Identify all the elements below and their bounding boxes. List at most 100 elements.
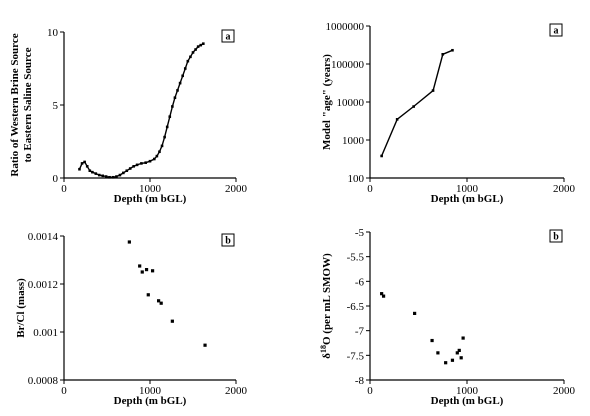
y-axis-title: Model "age" (years) xyxy=(321,54,333,150)
data-point xyxy=(178,81,182,85)
data-point xyxy=(430,338,434,343)
data-point xyxy=(80,162,84,165)
y-tick-label: -5.5 xyxy=(347,252,365,264)
y-tick-label: 100000 xyxy=(331,59,365,71)
data-point xyxy=(148,159,152,163)
data-point xyxy=(173,96,177,99)
x-tick-label: 0 xyxy=(367,183,373,195)
y-axis-title: Br/Cl (mass) xyxy=(15,278,27,338)
y-tick-label: 10 xyxy=(47,27,59,39)
data-point xyxy=(461,336,465,340)
data-point xyxy=(455,351,459,355)
data-point xyxy=(194,48,197,51)
series-line xyxy=(380,49,453,157)
panel-label: b xyxy=(553,232,559,243)
y-tick-label: 1000000 xyxy=(326,21,365,33)
panel-label: b xyxy=(225,236,231,247)
data-point xyxy=(118,173,122,177)
data-point xyxy=(412,105,415,108)
panel-label-box xyxy=(221,29,235,43)
data-point xyxy=(101,174,104,178)
x-tick-label: 2000 xyxy=(553,183,576,195)
data-point xyxy=(168,115,172,118)
data-point xyxy=(199,43,203,47)
y-axis-title: δ18O (per mL SMOW) xyxy=(319,253,333,359)
data-point xyxy=(444,361,448,365)
data-point xyxy=(97,173,101,177)
y-tick-label: -7 xyxy=(355,326,365,338)
chart-panel-2: 0 1000 2000 100 1000 10000 100000 1000000 Depth … xyxy=(321,21,576,205)
x-tick-label: 1000 xyxy=(456,183,479,195)
y-tick-label: -5 xyxy=(355,227,365,239)
data-point xyxy=(138,264,142,268)
y-tick-label: 100 xyxy=(348,173,365,185)
panel-label-box xyxy=(549,229,563,243)
data-point xyxy=(158,150,161,154)
y-axis-title-symbol: δ xyxy=(321,353,333,359)
data-point xyxy=(104,175,108,178)
data-point xyxy=(132,165,135,168)
data-point xyxy=(78,167,81,171)
panel-label-box xyxy=(549,23,563,37)
chart-panel-3: 0 1000 2000 0.0008 0.001 0.0012 0.0014 Depth (m… xyxy=(15,231,248,407)
data-point xyxy=(140,162,143,165)
y-axis-title-rest: O (per mL SMOW) xyxy=(321,253,333,345)
panel-label: a xyxy=(226,32,231,43)
x-tick-label: 2000 xyxy=(225,183,248,195)
data-point xyxy=(380,154,383,158)
y-tick-label: -6 xyxy=(355,276,365,288)
data-point xyxy=(431,89,435,92)
y-axis-title: Ratio of Western Brine Source xyxy=(9,33,21,176)
data-point xyxy=(457,348,461,352)
data-point xyxy=(146,293,150,297)
data-point xyxy=(155,154,159,158)
data-point xyxy=(111,175,115,179)
data-point xyxy=(163,135,166,139)
x-tick-label: 1000 xyxy=(139,385,162,397)
data-point xyxy=(170,319,174,323)
data-point xyxy=(144,161,147,164)
y-axis-title: to Eastern Saline Source xyxy=(22,47,34,162)
data-point xyxy=(176,89,179,92)
y-tick-label: 5 xyxy=(53,100,59,112)
data-point xyxy=(436,351,440,355)
data-point xyxy=(191,51,195,54)
panel-label: a xyxy=(554,26,559,37)
data-point xyxy=(165,125,169,129)
y-tick-label: 0.001 xyxy=(33,327,58,339)
data-point xyxy=(85,165,89,168)
data-point xyxy=(160,144,164,148)
data-point xyxy=(140,270,144,274)
data-point xyxy=(183,67,187,70)
data-point xyxy=(91,170,94,174)
data-point xyxy=(159,301,163,305)
data-point xyxy=(88,169,92,172)
data-point xyxy=(450,358,455,362)
data-point xyxy=(150,269,155,273)
data-point xyxy=(171,105,174,108)
x-tick-label: 0 xyxy=(61,183,67,195)
chart-panel-1: 0 1000 2000 0 5 10 Depth (m bGL) Ratio of Weste… xyxy=(9,27,248,205)
data-point xyxy=(202,42,205,45)
y-tick-label: 0.0014 xyxy=(28,231,59,243)
series-line xyxy=(78,43,204,179)
x-axis-title: Depth (m bGL) xyxy=(431,193,504,205)
y-tick-label: -6.5 xyxy=(347,301,365,313)
panel-label-box xyxy=(221,233,235,247)
data-point xyxy=(381,294,386,298)
data-point xyxy=(94,172,98,175)
y-tick-label: 10000 xyxy=(337,97,365,109)
x-axis-title: Depth (m bGL) xyxy=(114,193,187,205)
data-point xyxy=(125,169,129,172)
y-tick-label: 1000 xyxy=(342,135,365,147)
y-tick-label: 0.0008 xyxy=(28,375,59,387)
data-point xyxy=(122,171,125,175)
y-tick-label: 0.0012 xyxy=(28,279,58,291)
data-point xyxy=(153,157,156,161)
data-point xyxy=(459,356,463,360)
x-tick-label: 1000 xyxy=(456,385,479,397)
y-axis-title-superscript: 18 xyxy=(319,345,328,353)
x-tick-label: 0 xyxy=(367,385,373,397)
chart-panel-4: 0 1000 2000 -8 -7.5 -7 -6.5 -6 -5.5 -5 Depth (m bG… xyxy=(319,227,576,407)
